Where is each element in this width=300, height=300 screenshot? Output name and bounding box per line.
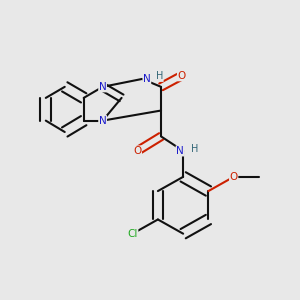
Text: N: N bbox=[99, 116, 106, 126]
Text: Cl: Cl bbox=[128, 229, 138, 239]
Text: N: N bbox=[176, 146, 184, 156]
Text: H: H bbox=[190, 144, 198, 154]
Text: O: O bbox=[178, 71, 186, 81]
Text: O: O bbox=[230, 172, 238, 182]
Text: H: H bbox=[156, 71, 163, 81]
Text: N: N bbox=[143, 74, 151, 84]
Text: O: O bbox=[133, 146, 142, 156]
Text: N: N bbox=[99, 82, 106, 92]
